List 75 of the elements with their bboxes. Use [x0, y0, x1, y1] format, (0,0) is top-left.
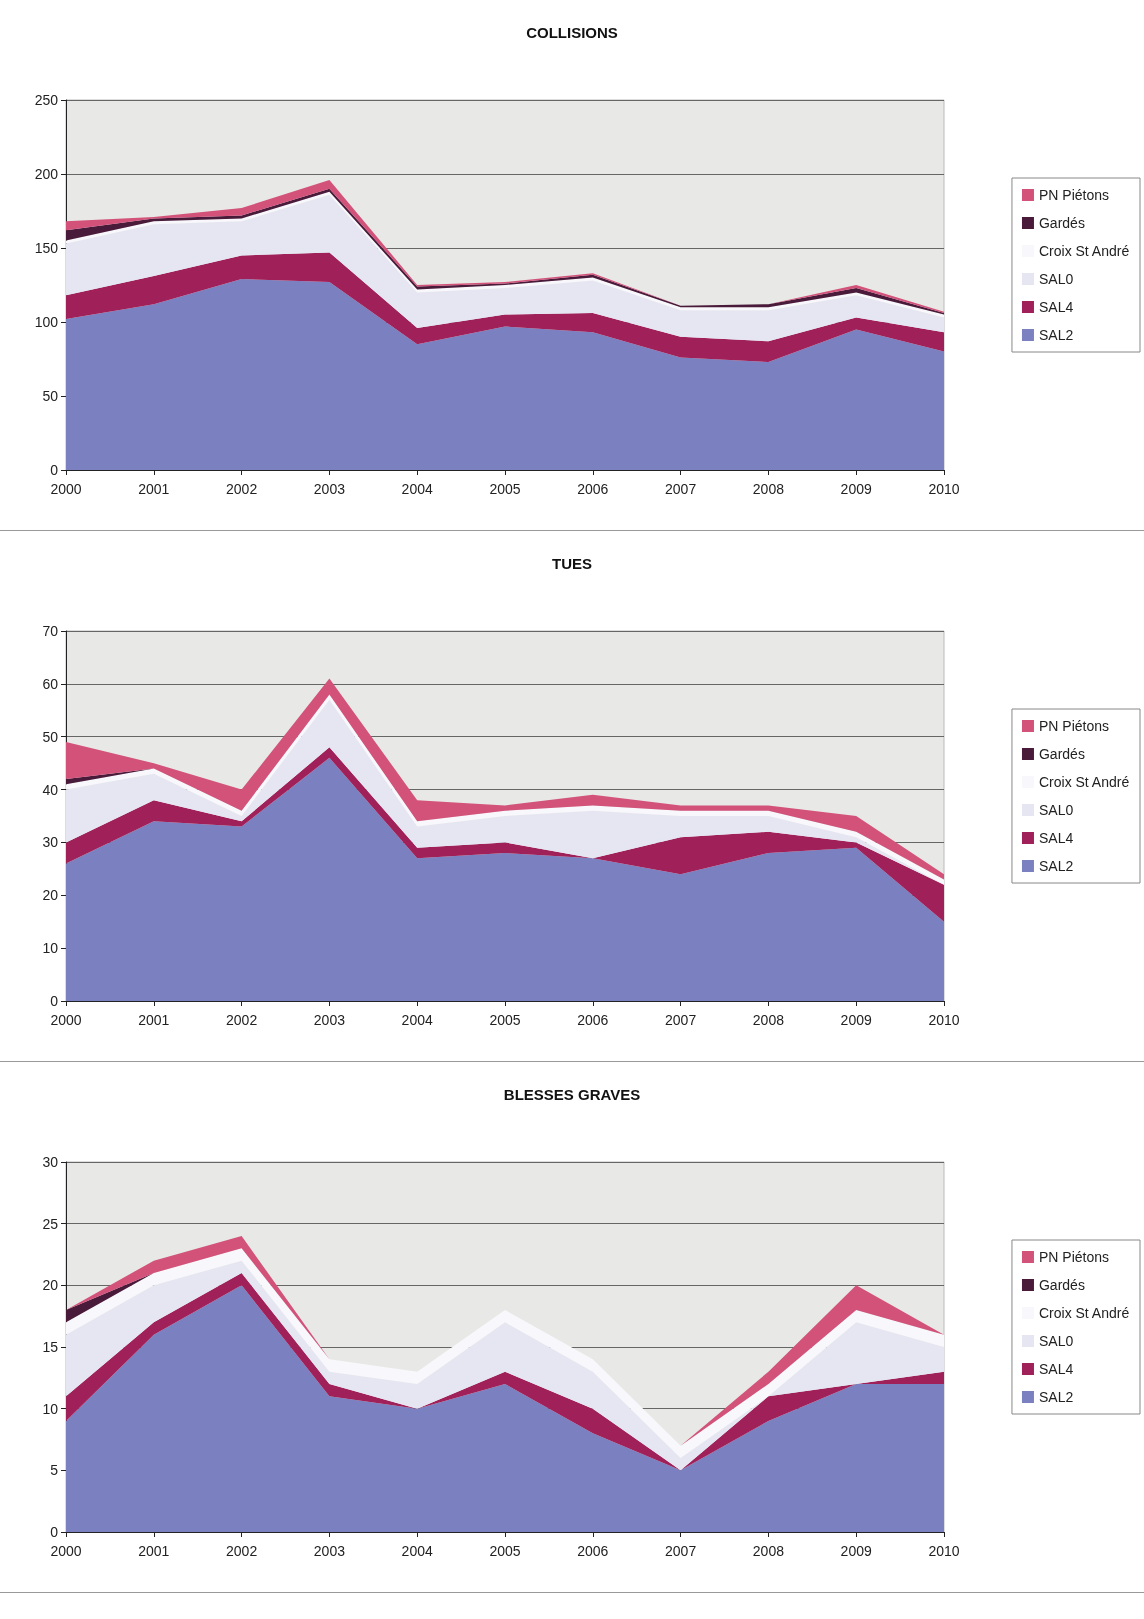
x-tick-label: 2008 — [752, 1543, 785, 1559]
legend-label: SAL0 — [1038, 1333, 1074, 1349]
y-tick-label: 50 — [42, 388, 59, 404]
y-tick-label: 0 — [50, 1524, 59, 1540]
x-tick-label: 2003 — [313, 1543, 346, 1559]
y-tick-label: 100 — [34, 314, 59, 330]
y-tick-label: 0 — [50, 462, 59, 478]
legend-label: SAL4 — [1038, 1361, 1074, 1377]
legend-label: PN Piétons — [1038, 1249, 1110, 1265]
x-tick-label: 2005 — [489, 481, 521, 497]
legend-label: SAL4 — [1038, 830, 1074, 846]
legend-label: SAL2 — [1038, 327, 1074, 343]
x-tick-label: 2001 — [138, 1012, 170, 1028]
legend-label: Croix St André — [1038, 774, 1130, 790]
y-tick-label: 70 — [42, 623, 59, 639]
x-tick-label: 2004 — [401, 481, 433, 497]
x-tick-label: 2002 — [226, 1543, 258, 1559]
x-tick-label: 2000 — [50, 1543, 82, 1559]
y-tick-label: 25 — [42, 1215, 59, 1232]
y-tick-label: 20 — [42, 887, 59, 904]
x-tick-label: 2007 — [665, 1012, 697, 1028]
y-tick-label: 40 — [42, 781, 59, 798]
legend-label: Croix St André — [1038, 1305, 1130, 1321]
legend-label: SAL2 — [1038, 858, 1074, 874]
x-tick-label: 2003 — [313, 1012, 346, 1028]
y-tick-label: 30 — [42, 1154, 59, 1170]
y-tick-label: 10 — [42, 1400, 59, 1417]
x-tick-label: 2009 — [840, 481, 872, 497]
x-tick-label: 2005 — [489, 1012, 521, 1028]
x-tick-label: 2010 — [928, 1012, 960, 1028]
x-tick-label: 2009 — [840, 1012, 872, 1028]
legend-label: SAL0 — [1038, 271, 1074, 287]
legend-label: SAL4 — [1038, 299, 1074, 315]
x-tick-label: 2007 — [665, 481, 697, 497]
x-tick-label: 2009 — [840, 1543, 872, 1559]
legend-label: Gardés — [1038, 215, 1085, 231]
legend-label: SAL2 — [1038, 1389, 1074, 1405]
x-tick-label: 2010 — [928, 1543, 960, 1559]
x-tick-label: 2003 — [313, 481, 346, 497]
y-tick-label: 20 — [42, 1277, 59, 1294]
chart-title: TUES — [551, 555, 593, 572]
y-tick-label: 0 — [50, 993, 59, 1009]
y-tick-label: 200 — [34, 166, 59, 182]
legend-label: SAL0 — [1038, 802, 1074, 818]
x-tick-label: 2007 — [665, 1543, 697, 1559]
y-tick-label: 250 — [34, 92, 59, 108]
x-tick-label: 2000 — [50, 1012, 82, 1028]
x-tick-label: 2002 — [226, 481, 258, 497]
legend-label: Gardés — [1038, 1277, 1085, 1293]
y-tick-label: 50 — [42, 728, 59, 745]
legend-label: PN Piétons — [1038, 718, 1110, 734]
y-tick-label: 10 — [42, 940, 59, 957]
chart-title: COLLISIONS — [526, 24, 618, 41]
x-tick-label: 2005 — [489, 1543, 521, 1559]
x-tick-label: 2008 — [752, 1012, 785, 1028]
x-tick-label: 2004 — [401, 1012, 433, 1028]
y-tick-label: 5 — [50, 1462, 59, 1479]
x-tick-label: 2000 — [50, 481, 82, 497]
chart-title: BLESSES GRAVES — [503, 1086, 641, 1103]
x-tick-label: 2006 — [577, 1012, 609, 1028]
legend-label: PN Piétons — [1038, 187, 1110, 203]
x-tick-label: 2004 — [401, 1543, 433, 1559]
legend-label: Croix St André — [1038, 243, 1130, 259]
x-tick-label: 2006 — [577, 481, 609, 497]
legend-label: Gardés — [1038, 746, 1085, 762]
y-tick-label: 15 — [42, 1339, 59, 1355]
y-tick-label: 60 — [42, 675, 59, 692]
y-tick-label: 150 — [34, 240, 59, 256]
x-tick-label: 2001 — [138, 1543, 170, 1559]
x-tick-label: 2002 — [226, 1012, 258, 1028]
x-tick-label: 2010 — [928, 481, 960, 497]
y-tick-label: 30 — [42, 834, 59, 851]
x-tick-label: 2006 — [577, 1543, 609, 1559]
x-tick-label: 2001 — [138, 481, 170, 497]
x-tick-label: 2008 — [752, 481, 785, 497]
